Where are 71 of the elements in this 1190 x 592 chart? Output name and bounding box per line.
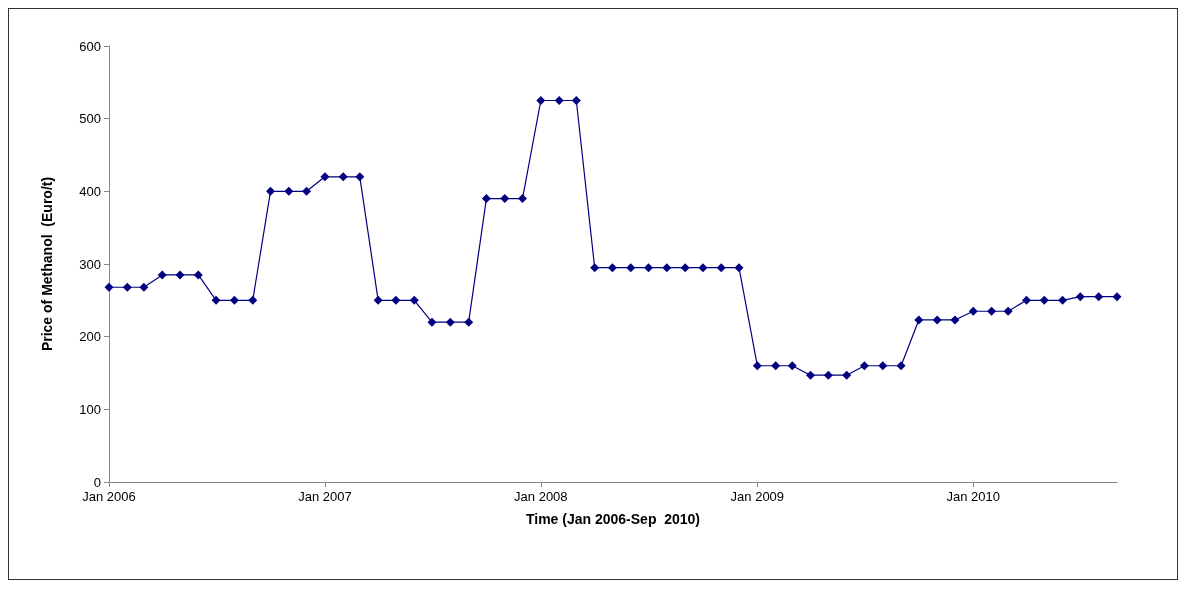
point bbox=[1003, 306, 1013, 316]
point bbox=[1094, 292, 1104, 302]
point bbox=[842, 370, 852, 380]
point bbox=[211, 295, 221, 305]
y-tick-label: 0 bbox=[93, 474, 101, 490]
point bbox=[1075, 292, 1085, 302]
y-tick-label: 100 bbox=[79, 401, 101, 417]
point bbox=[787, 361, 797, 371]
point bbox=[355, 172, 365, 182]
point bbox=[626, 263, 636, 273]
point bbox=[823, 370, 833, 380]
point bbox=[500, 194, 510, 204]
x-tick-label: Jan 2007 bbox=[298, 489, 352, 504]
point bbox=[464, 317, 474, 327]
point bbox=[409, 295, 419, 305]
point bbox=[481, 194, 491, 204]
point bbox=[265, 186, 275, 196]
x-axis-title: Time (Jan 2006-Sep 2010) bbox=[525, 511, 701, 527]
point bbox=[896, 361, 906, 371]
point bbox=[571, 96, 581, 105]
point bbox=[1021, 295, 1031, 305]
y-axis-title: Price of Methanol (Euro/t) bbox=[39, 176, 55, 352]
y-tick-label: 500 bbox=[79, 111, 101, 127]
point bbox=[1058, 295, 1068, 305]
x-tick-label: Jan 2006 bbox=[82, 489, 136, 504]
point bbox=[157, 270, 167, 280]
x-tick-label: Jan 2008 bbox=[514, 489, 568, 504]
point bbox=[536, 96, 546, 105]
point bbox=[139, 282, 149, 292]
point bbox=[229, 295, 239, 305]
point bbox=[320, 172, 330, 182]
point bbox=[878, 361, 888, 371]
point bbox=[607, 263, 617, 273]
point bbox=[554, 96, 564, 105]
point bbox=[338, 172, 348, 182]
point bbox=[445, 317, 455, 327]
x-tick-label: Jan 2009 bbox=[730, 489, 785, 504]
y-tick-label: 300 bbox=[79, 256, 101, 272]
point bbox=[643, 263, 653, 273]
point bbox=[698, 263, 708, 273]
point bbox=[932, 315, 942, 325]
point bbox=[752, 361, 762, 371]
point bbox=[175, 270, 185, 280]
point bbox=[284, 186, 294, 196]
y-tick-label: 400 bbox=[79, 183, 101, 199]
point bbox=[859, 361, 869, 371]
point bbox=[1112, 292, 1122, 302]
x-tick-label: Jan 2010 bbox=[946, 489, 1000, 504]
point bbox=[590, 263, 600, 273]
point bbox=[716, 263, 726, 273]
point bbox=[517, 194, 527, 204]
y-tick-label: 600 bbox=[79, 38, 101, 54]
point bbox=[968, 306, 978, 316]
point bbox=[1039, 295, 1049, 305]
point bbox=[193, 270, 203, 280]
y-tick-label: 200 bbox=[79, 329, 101, 345]
point bbox=[391, 295, 401, 305]
point bbox=[914, 315, 924, 325]
point bbox=[104, 282, 114, 292]
point bbox=[302, 186, 312, 196]
point bbox=[662, 263, 672, 273]
point bbox=[771, 361, 781, 371]
point bbox=[680, 263, 690, 273]
point bbox=[248, 295, 258, 305]
point bbox=[806, 370, 816, 380]
point bbox=[734, 263, 744, 273]
point bbox=[122, 282, 132, 292]
point bbox=[373, 295, 383, 305]
point bbox=[987, 306, 997, 316]
point bbox=[950, 315, 960, 325]
point bbox=[427, 317, 437, 327]
